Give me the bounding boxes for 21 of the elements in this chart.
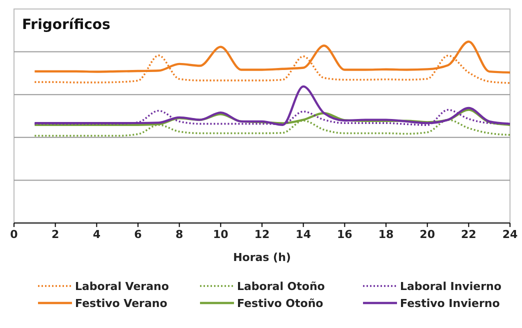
x-tick-label: 2	[52, 228, 60, 241]
x-tick-label: 12	[254, 228, 270, 241]
x-tick-label: 0	[10, 228, 18, 241]
legend-label: Festivo Otoño	[237, 297, 324, 310]
x-tick-label: 20	[420, 228, 436, 241]
x-tick-label: 22	[461, 228, 476, 241]
x-tick-label: 10	[213, 228, 229, 241]
legend-label: Festivo Invierno	[400, 297, 500, 310]
x-tick-label: 16	[337, 228, 353, 241]
x-tick-label: 14	[296, 228, 312, 241]
x-tick-label: 8	[176, 228, 184, 241]
x-axis-title: Horas (h)	[233, 251, 291, 264]
legend-label: Laboral Verano	[75, 280, 170, 293]
legend-label: Festivo Verano	[75, 297, 168, 310]
x-tick-label: 18	[378, 228, 394, 241]
legend-label: Laboral Otoño	[237, 280, 326, 293]
x-tick-label: 4	[92, 228, 101, 241]
legend-label: Laboral Invierno	[400, 280, 502, 293]
chart-title: Frigoríficos	[22, 17, 110, 33]
x-tick-label: 24	[502, 228, 518, 241]
x-tick-label: 6	[134, 228, 142, 241]
